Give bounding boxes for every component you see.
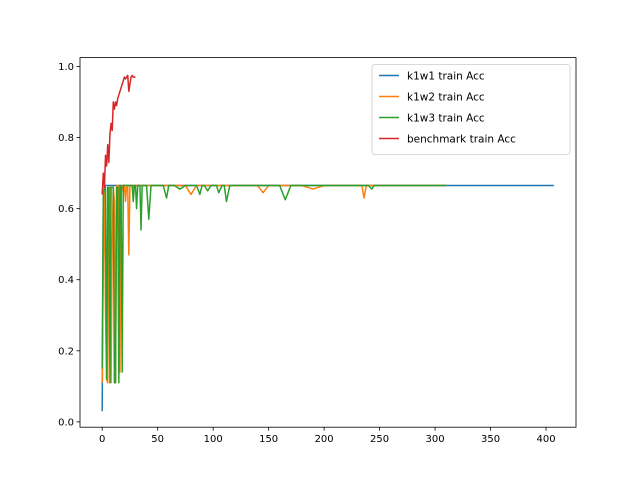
x-tick-label: 350 bbox=[481, 434, 500, 445]
legend-label: k1w2 train Acc bbox=[407, 92, 485, 104]
y-tick-label: 0.8 bbox=[58, 133, 74, 144]
y-axis: 0.0 0.2 0.4 0.6 0.8 1.0 bbox=[58, 62, 80, 428]
x-tick-label: 300 bbox=[426, 434, 445, 445]
series-layer bbox=[101, 74, 554, 412]
x-tick-label: 0 bbox=[99, 434, 105, 445]
legend-label: benchmark train Acc bbox=[407, 134, 516, 146]
x-tick-label: 200 bbox=[315, 434, 334, 445]
legend: k1w1 train Acc k1w2 train Acc k1w3 train A… bbox=[371, 64, 571, 155]
legend-box bbox=[371, 64, 571, 155]
y-tick-label: 0.2 bbox=[58, 346, 74, 357]
y-tick-label: 1.0 bbox=[58, 62, 74, 73]
x-tick-label: 400 bbox=[536, 434, 555, 445]
series-line-3 bbox=[101, 184, 447, 384]
series-line-4 bbox=[101, 74, 136, 195]
x-tick-label: 50 bbox=[151, 434, 164, 445]
axes-frame bbox=[79, 57, 577, 428]
y-tick-label: 0.6 bbox=[58, 204, 74, 215]
y-tick-label: 0.0 bbox=[58, 417, 74, 428]
legend-label: k1w3 train Acc bbox=[407, 113, 485, 125]
y-tick-label: 0.4 bbox=[58, 275, 74, 286]
x-tick-label: 250 bbox=[370, 434, 389, 445]
x-axis: 0 50 100 150 200 250 300 350 400 bbox=[99, 427, 556, 445]
x-tick-label: 100 bbox=[204, 434, 223, 445]
legend-label: k1w1 train Acc bbox=[407, 71, 485, 83]
x-tick-label: 150 bbox=[259, 434, 278, 445]
